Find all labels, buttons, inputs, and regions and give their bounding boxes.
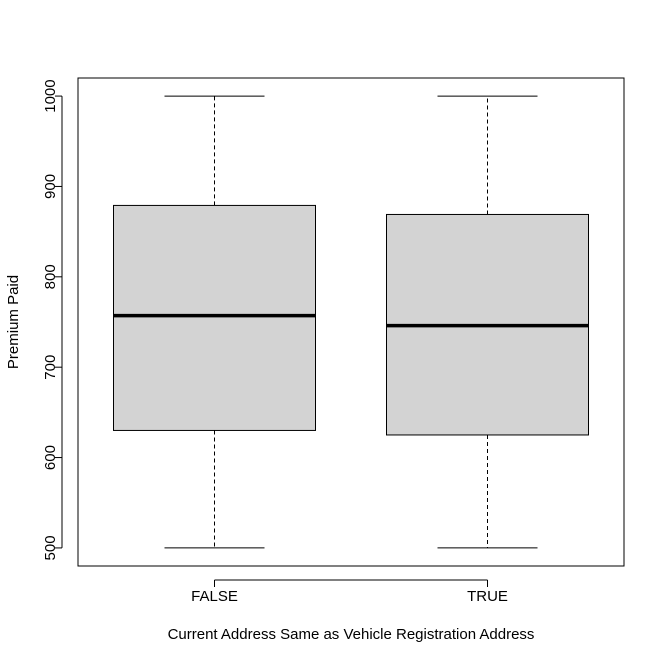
- y-tick-label: 600: [42, 445, 59, 470]
- box-series: [113, 95, 589, 549]
- y-axis-label: Premium Paid: [5, 275, 22, 369]
- iqr-box: [113, 204, 316, 431]
- x-tick-label: FALSE: [191, 588, 238, 605]
- x-tick-label: TRUE: [467, 588, 508, 605]
- y-tick-label: 700: [42, 355, 59, 380]
- y-tick-label: 1000: [42, 79, 59, 112]
- box-false: [113, 95, 316, 549]
- x-axis-label: Current Address Same as Vehicle Registra…: [168, 626, 535, 643]
- y-tick-label: 900: [42, 174, 59, 199]
- y-axis: 500 600 700 800 900 1000: [42, 79, 63, 560]
- y-tick-label: 800: [42, 264, 59, 289]
- plot-frame: [77, 77, 625, 567]
- x-axis: FALSE TRUE: [191, 579, 508, 605]
- y-tick-label: 500: [42, 535, 59, 560]
- box-true: [386, 95, 589, 549]
